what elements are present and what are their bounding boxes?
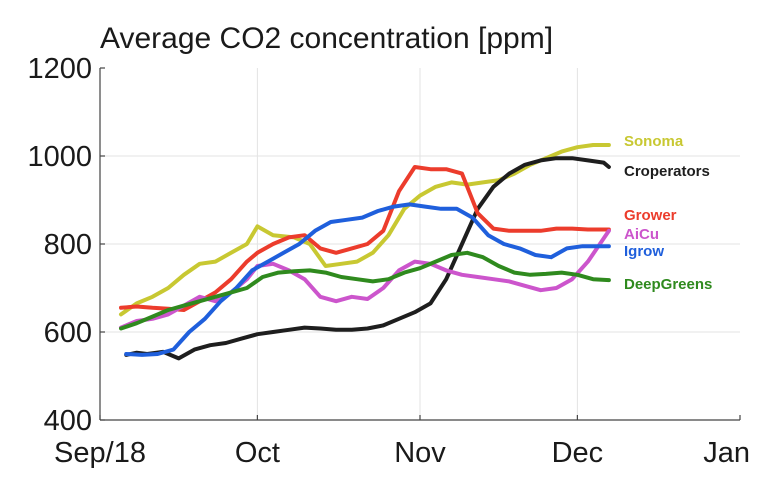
series-line-sonoma xyxy=(119,143,611,317)
legend-label-deepgreens: DeepGreens xyxy=(624,276,712,293)
x-tick-label: Nov xyxy=(394,437,446,469)
y-tick-label: 600 xyxy=(44,317,92,349)
legend-label-igrow: Igrow xyxy=(624,243,664,260)
x-tick-label: Jan xyxy=(703,437,750,469)
series-line-croperators xyxy=(124,156,611,361)
series-lines xyxy=(119,143,611,361)
x-tick-label: Sep/18 xyxy=(54,437,146,469)
series-line-aicu xyxy=(119,228,611,330)
tick-labels: 400 600 800 1000 1200 Sep/18 Oct Nov Dec Jan xyxy=(27,53,750,469)
x-tick-label: Oct xyxy=(235,437,280,469)
series-line-deepgreens xyxy=(119,250,611,331)
y-tick-label: 400 xyxy=(44,405,92,437)
legend-label-aicu: AiCu xyxy=(624,226,659,243)
y-tick-label: 800 xyxy=(44,229,92,261)
chart-title: Average CO2 concentration [ppm] xyxy=(100,22,553,55)
legend-label-sonoma: Sonoma xyxy=(624,133,684,150)
axes xyxy=(99,67,741,421)
legend-label-croperators: Croperators xyxy=(624,163,710,180)
grid-lines xyxy=(100,68,740,420)
y-tick-label: 1000 xyxy=(27,141,92,173)
legend-label-grower: Grower xyxy=(624,207,677,224)
y-tick-label: 1200 xyxy=(27,53,92,85)
x-tick-label: Dec xyxy=(552,437,604,469)
series-line-igrow xyxy=(124,202,611,357)
